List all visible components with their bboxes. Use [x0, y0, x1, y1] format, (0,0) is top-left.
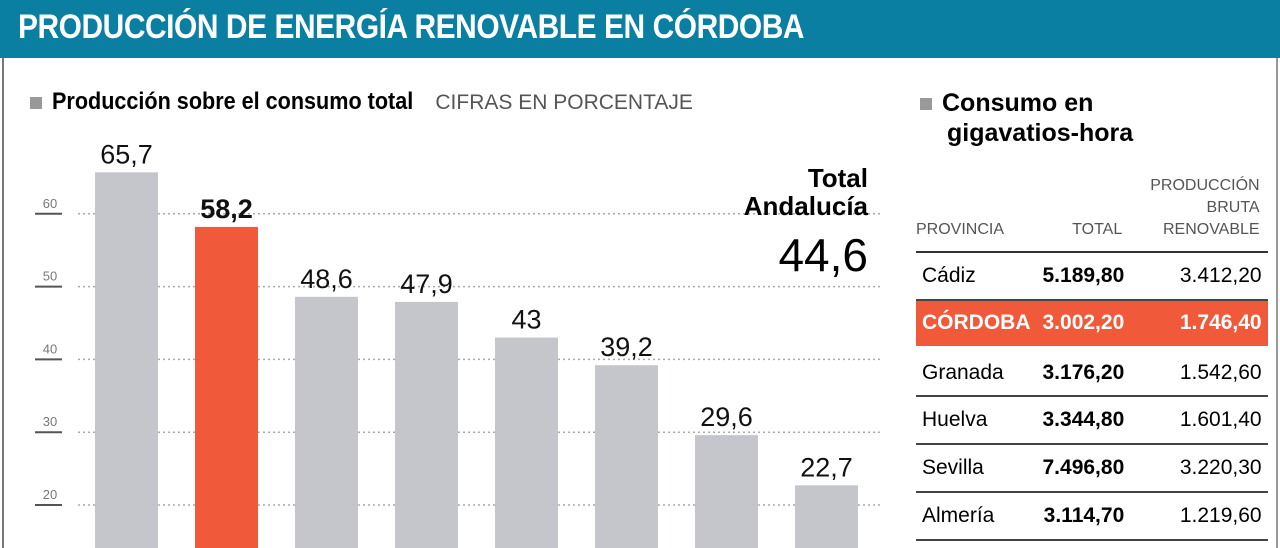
bar-value-label: 22,7 [800, 452, 853, 482]
total-andalucia-value: 44,6 [778, 229, 868, 281]
y-tick-label: 40 [43, 341, 57, 356]
bar-value-label: 65,7 [100, 139, 153, 169]
bar-chart: 20 30 40 50 60 65,7 58,2 48,6 47,9 43 39,2 29,6 22,7 [35, 139, 880, 548]
page-title: PRODUCCIÓN DE ENERGÍA RENOVABLE EN CÓRDO… [18, 8, 805, 46]
frame-border [2, 58, 4, 548]
cell-renovable: 1.601,40 [1130, 396, 1268, 445]
bar-value-label: 58,2 [200, 194, 253, 224]
table-row: Sevilla 7.496,80 3.220,30 [916, 444, 1268, 493]
table-row: CÓRDOBA 3.002,20 1.746,40 [916, 300, 1268, 351]
col-header-provincia: PROVINCIA [916, 175, 1037, 253]
col-header-renovable: PRODUCCIÓN BRUTA RENOVABLE [1130, 175, 1268, 253]
bar [395, 301, 458, 548]
cell-renovable: 3.412,20 [1130, 252, 1268, 301]
table-row: Cádiz 5.189,80 3.412,20 [916, 252, 1268, 301]
cell-provincia: Sevilla [916, 444, 1037, 493]
y-tick-label: 20 [43, 487, 57, 502]
table-title: Consumo en gigavatios-hora [920, 88, 1133, 148]
cell-renovable: 1.542,60 [1130, 348, 1268, 397]
table-row: Granada 3.176,20 1.542,60 [916, 348, 1268, 397]
consumption-table: PROVINCIA TOTAL PRODUCCIÓN BRUTA RENOVAB… [916, 175, 1268, 541]
table-title-line: Consumo en [942, 89, 1094, 117]
bar [295, 296, 358, 548]
bar-value-label: 29,6 [700, 402, 753, 432]
bar-value-label: 47,9 [400, 269, 453, 299]
cell-total: 3.114,70 [1036, 492, 1131, 541]
chart-title: Producción sobre el consumo total CIFRAS … [30, 88, 693, 116]
cell-renovable: 1.746,40 [1130, 300, 1268, 351]
cell-provincia: Granada [916, 348, 1037, 397]
cell-provincia: Cádiz [916, 252, 1037, 301]
y-tick-label: 50 [43, 269, 57, 284]
square-bullet-icon [30, 96, 42, 109]
bar [795, 485, 858, 548]
cell-provincia: Almería [916, 492, 1037, 541]
cell-renovable: 1.219,60 [1130, 492, 1268, 541]
bar-value-label: 48,6 [300, 264, 353, 294]
y-tick-label: 30 [43, 414, 57, 429]
bar [95, 172, 158, 548]
cell-renovable: 3.220,30 [1130, 444, 1268, 493]
bar [695, 435, 758, 548]
bar-value-label: 39,2 [600, 332, 653, 362]
bar [595, 365, 658, 548]
table-row: Huelva 3.344,80 1.601,40 [916, 396, 1268, 445]
cell-total: 3.002,20 [1036, 300, 1131, 351]
chart-subtitle: CIFRAS EN PORCENTAJE [435, 91, 693, 114]
cell-total: 3.344,80 [1036, 396, 1131, 445]
cell-provincia: CÓRDOBA [916, 300, 1037, 351]
frame-border [1276, 58, 1278, 548]
header-banner: PRODUCCIÓN DE ENERGÍA RENOVABLE EN CÓRDO… [0, 0, 1280, 58]
y-tick-label: 60 [43, 196, 57, 211]
square-bullet-icon [920, 98, 932, 111]
col-header-total: TOTAL [1036, 175, 1131, 253]
table-row: Almería 3.114,70 1.219,60 [916, 492, 1268, 541]
table-title-line: gigavatios-hora [947, 119, 1134, 147]
cell-total: 3.176,20 [1036, 348, 1131, 397]
cell-provincia: Huelva [916, 396, 1037, 445]
bar-value-label: 43 [511, 305, 541, 335]
cell-total: 7.496,80 [1036, 444, 1131, 493]
bar [495, 337, 558, 548]
bar-highlight [195, 226, 258, 548]
chart-title-text: Producción sobre el consumo total [52, 88, 414, 115]
total-andalucia-label: Total Andalucía [743, 163, 868, 221]
cell-total: 5.189,80 [1036, 252, 1131, 301]
